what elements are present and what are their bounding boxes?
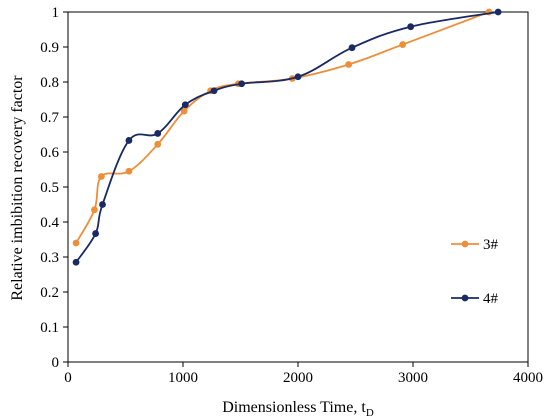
series-1-point bbox=[180, 107, 188, 115]
series-2-point bbox=[348, 44, 356, 52]
series-1-point bbox=[125, 167, 133, 175]
y-axis-title: Relative imbibition recovery factor bbox=[9, 75, 26, 301]
x-axis-title-subscript: D bbox=[366, 407, 374, 417]
series-1-point bbox=[91, 206, 98, 214]
series-1-point bbox=[399, 41, 407, 48]
y-tick-label: 1 bbox=[52, 5, 60, 21]
x-tick-label: 1000 bbox=[168, 370, 198, 386]
series-2-point bbox=[210, 87, 218, 95]
series-1-point bbox=[97, 173, 105, 180]
y-tick-label: 0.7 bbox=[40, 110, 59, 126]
y-tick-label: 0 bbox=[52, 355, 60, 371]
y-tick-label: 0.6 bbox=[40, 145, 59, 161]
series-1-point bbox=[154, 140, 162, 148]
legend-marker-2 bbox=[461, 294, 469, 302]
series-2-point bbox=[99, 201, 106, 208]
legend-label-1: 3# bbox=[483, 237, 499, 253]
series-2-point bbox=[154, 130, 162, 137]
y-tick-label: 0.2 bbox=[40, 285, 59, 301]
series-2-point bbox=[181, 101, 189, 109]
y-tick-label: 0.8 bbox=[40, 75, 59, 91]
legend-marker-1 bbox=[461, 240, 469, 248]
plot-area-border bbox=[67, 11, 529, 363]
x-tick-label: 3000 bbox=[398, 370, 428, 386]
series-2-point bbox=[294, 73, 302, 81]
series-2-point bbox=[125, 137, 133, 144]
x-axis-title-main: Dimensionless Time, bbox=[222, 399, 361, 416]
series-2-point bbox=[238, 80, 246, 88]
series-1-point bbox=[72, 239, 80, 247]
x-tick-label: 0 bbox=[64, 370, 72, 386]
series-2-point bbox=[92, 230, 99, 237]
series-1-point bbox=[345, 61, 352, 68]
series-2-point bbox=[494, 8, 502, 16]
series-line-2 bbox=[75, 11, 499, 263]
y-tick-label: 0.9 bbox=[40, 40, 59, 56]
series-line-1 bbox=[75, 11, 490, 244]
legend-label-2: 4# bbox=[483, 291, 499, 307]
y-tick-label: 0.4 bbox=[40, 215, 59, 231]
y-tick-label: 0.1 bbox=[40, 320, 59, 336]
y-tick-label: 0.5 bbox=[40, 180, 59, 196]
y-tick-label: 0.3 bbox=[40, 250, 59, 266]
series-2-point bbox=[407, 23, 415, 31]
x-axis-title-var: t bbox=[361, 399, 366, 416]
x-tick-label: 2000 bbox=[283, 370, 313, 386]
series-2-point bbox=[72, 258, 80, 266]
x-tick-label: 4000 bbox=[513, 370, 543, 386]
x-axis-title: Dimensionless Time, tD bbox=[222, 399, 374, 417]
